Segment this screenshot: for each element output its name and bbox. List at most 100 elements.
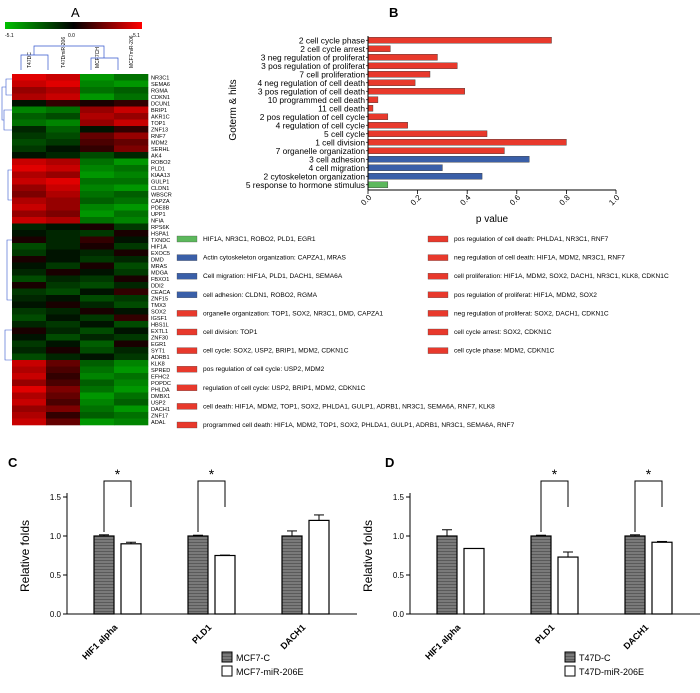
legend-swatch	[176, 254, 198, 261]
heatmap-row-label: CDKN1	[151, 95, 170, 101]
b-bar	[367, 96, 379, 103]
panel-letter-a: A	[71, 5, 80, 20]
bar	[463, 547, 485, 615]
category-label: PLD1	[533, 622, 556, 645]
b-bar	[367, 62, 458, 69]
heatmap-cell	[12, 308, 47, 315]
significance-bracket	[197, 480, 226, 532]
legend-swatch	[176, 384, 198, 391]
y-tick-label: 1.5	[50, 493, 62, 502]
heatmap-cell	[46, 379, 81, 387]
heatmap-cell	[114, 139, 149, 146]
b-bar	[367, 147, 505, 154]
heatmap-row-label: DACH1	[151, 407, 170, 413]
scale-label-mid: 0.0	[68, 33, 75, 39]
heatmap-row-label: MDGA	[151, 271, 168, 277]
heatmap-cell	[80, 321, 115, 328]
heatmap-cell	[12, 256, 47, 263]
heatmap-cell	[12, 379, 47, 387]
legend-text: Cell migration: HIF1A, PLD1, DACH1, SEMA…	[203, 273, 343, 280]
heatmap-cell	[46, 256, 81, 263]
heatmap-row-label: EGR1	[151, 342, 166, 348]
heatmap-cell	[46, 132, 81, 140]
heatmap-cell	[12, 366, 47, 374]
heatmap-cell	[12, 314, 47, 322]
heatmap-cell	[12, 119, 47, 127]
heatmap-cell	[46, 269, 81, 276]
heatmap-cell	[114, 171, 149, 179]
legend-text: cell adhesion: CLDN1, ROBO2, RGMA	[203, 292, 318, 299]
heatmap-cell	[46, 223, 81, 231]
heatmap-cell	[80, 223, 115, 231]
heatmap-cell	[114, 223, 149, 231]
legend-swatch	[176, 273, 198, 280]
legend-swatch	[176, 328, 198, 336]
legend-swatch	[176, 403, 198, 410]
heatmap-cell	[80, 249, 115, 257]
category-label: HIF1 alpha	[423, 622, 463, 662]
b-bar	[367, 164, 443, 171]
heatmap-cell	[114, 236, 149, 244]
column-dendrogram	[20, 45, 119, 70]
legend-label: MCF7-miR-206E	[236, 667, 304, 677]
legend-swatch	[427, 310, 449, 317]
heatmap-cell	[46, 314, 81, 322]
b-xlabel: p value	[476, 214, 509, 225]
heatmap-cell	[114, 106, 149, 114]
heatmap-cell	[46, 412, 81, 419]
heatmap-row-label: TMX3	[151, 303, 166, 309]
heatmap-row-label: SOX2	[151, 310, 166, 316]
heatmap-cell	[114, 126, 149, 133]
panel-letter-d: D	[385, 455, 394, 470]
heatmap-cell	[46, 210, 81, 218]
heatmap-cell	[80, 74, 115, 81]
heatmap-cell	[114, 87, 149, 94]
heatmap-cell	[46, 165, 81, 172]
significance-star: *	[646, 466, 652, 482]
bar	[624, 535, 646, 615]
b-category-label: 4 regulation of cell cycle	[276, 120, 366, 130]
heatmap-cell	[12, 113, 47, 120]
heatmap-cell	[46, 93, 81, 101]
heatmap-cell	[12, 74, 47, 81]
heatmap-cell	[114, 152, 149, 159]
heatmap-cell	[12, 301, 47, 309]
b-bar	[367, 173, 483, 180]
heatmap-row-label: KIAA13	[151, 173, 170, 179]
goterm-legend-left: HIF1A, NR3C1, ROBO2, PLD1, EGR1 Actin cyt…	[176, 235, 515, 429]
goterm-legend-right: pos regulation of cell death: PHLDA1, NR…	[427, 235, 669, 355]
legend-swatch	[427, 347, 449, 354]
heatmap-cell	[114, 230, 149, 237]
legend-swatch	[176, 347, 198, 354]
b-category-label: 3 pos regulation of cell death	[258, 86, 365, 96]
heatmap-cell	[12, 145, 47, 153]
scale-label-max: 5.1	[133, 33, 140, 39]
heatmap-cell	[114, 113, 149, 120]
heatmap-cell	[46, 236, 81, 244]
heatmap-cell	[80, 113, 115, 120]
heatmap-cell	[12, 386, 47, 393]
heatmap-cell	[114, 74, 149, 81]
legend-text: organelle organization: TOP1, SOX2, NR3C…	[203, 310, 383, 317]
legend-swatch	[176, 366, 198, 373]
heatmap-cell	[80, 158, 115, 166]
heatmap-row-label: KLK8	[151, 362, 165, 368]
heatmap-cell	[80, 171, 115, 179]
y-tick-label: 0.0	[393, 610, 405, 619]
category-label: HIF1 alpha	[80, 622, 120, 662]
heatmap-cell	[46, 230, 81, 237]
heatmap-cell	[114, 100, 149, 107]
heatmap-cell	[12, 171, 47, 179]
heatmap-cell	[114, 334, 149, 341]
heatmap-cell	[12, 158, 47, 166]
y-tick-label: 0.5	[393, 571, 405, 580]
heatmap-cell	[46, 275, 81, 283]
heatmap-cell	[80, 334, 115, 341]
heatmap-cell	[12, 184, 47, 192]
heatmap-cell	[46, 158, 81, 166]
heatmap-cell	[12, 178, 47, 185]
heatmap-cell	[12, 321, 47, 328]
heatmap-cell	[12, 152, 47, 159]
heatmap-panel: -5.1 0.0 5.1 T47DC T47DmiR-206 MCF7CH MCF7m…	[1, 22, 172, 426]
b-category-label: 11 cell death	[318, 103, 365, 113]
